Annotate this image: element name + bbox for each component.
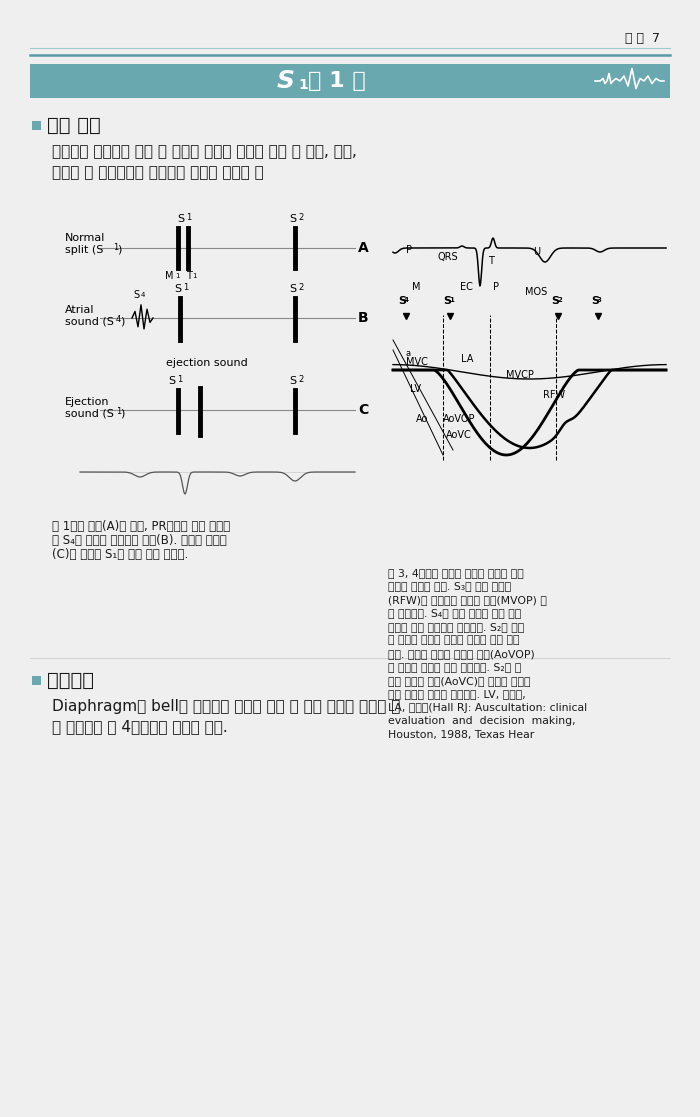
Text: 제 3, 4심음은 심장의 생리적 현상과 다른: 제 3, 4심음은 심장의 생리적 현상과 다른: [388, 569, 524, 577]
Text: T: T: [488, 256, 494, 266]
Text: ): ): [120, 409, 125, 419]
Text: 은 심실의 수축에 의해 발생한다. S₂는 대: 은 심실의 수축에 의해 발생한다. S₂는 대: [388, 662, 522, 672]
Text: 제 1심음 분리(A)의 감별, PR간격이 짧을 경우에: 제 1심음 분리(A)의 감별, PR간격이 짧을 경우에: [52, 521, 230, 533]
Text: AoVOP: AoVOP: [443, 414, 475, 424]
Bar: [32, 676, 41, 685]
Text: S: S: [289, 284, 297, 294]
Text: A: A: [358, 241, 369, 255]
Text: P: P: [406, 245, 412, 255]
Text: 4: 4: [116, 315, 121, 325]
Text: M: M: [412, 281, 420, 292]
Text: MOS: MOS: [525, 287, 547, 297]
Text: 청진부위: 청진부위: [47, 670, 94, 689]
Text: S: S: [174, 284, 181, 294]
Text: split (S: split (S: [65, 245, 104, 255]
Text: 심음과 연관이 있다. S₃는 급속 충만기: 심음과 연관이 있다. S₃는 급속 충만기: [388, 582, 511, 592]
Text: 유두근 및 심실벽에서 일어나는 진동이 복합된 것: 유두근 및 심실벽에서 일어나는 진동이 복합된 것: [52, 165, 264, 181]
Text: 2: 2: [298, 213, 303, 222]
Text: 1: 1: [298, 78, 308, 92]
Text: 3: 3: [597, 297, 602, 303]
Text: 판막 폐쌍에 의하여 발생한다. LV, 좌심실,: 판막 폐쌍에 의하여 발생한다. LV, 좌심실,: [388, 689, 526, 699]
Text: B: B: [358, 311, 369, 325]
Text: 한다. 대동맥 판막의 조용한 개방(AoVOP): 한다. 대동맥 판막의 조용한 개방(AoVOP): [388, 649, 535, 659]
Text: Atrial: Atrial: [65, 305, 94, 315]
Text: S: S: [169, 376, 176, 386]
Text: 판 폐쌍와 우측의 삼첨판 폐쌍에 의해 발생: 판 폐쌍와 우측의 삼첨판 폐쌍에 의해 발생: [388, 636, 519, 646]
Bar: [32, 121, 41, 130]
Bar: [30, 64, 670, 98]
Text: sound (S: sound (S: [65, 409, 114, 419]
Text: 1: 1: [113, 244, 118, 252]
Text: (C)은 분리된 S₁에 비해 늘게 생긴다.: (C)은 분리된 S₁에 비해 늘게 생긴다.: [52, 548, 188, 561]
Text: S: S: [443, 296, 451, 306]
Text: T: T: [186, 271, 192, 281]
Text: 심 음  7: 심 음 7: [625, 31, 660, 45]
Text: 2: 2: [298, 283, 303, 292]
Text: 1: 1: [186, 213, 191, 222]
Text: 1: 1: [177, 375, 182, 384]
Text: S: S: [551, 296, 559, 306]
Text: 1: 1: [116, 408, 121, 417]
Text: S: S: [591, 296, 599, 306]
Text: EC: EC: [460, 281, 473, 292]
Text: 1: 1: [449, 297, 454, 303]
Text: QRS: QRS: [438, 252, 458, 262]
Text: MVC: MVC: [406, 357, 428, 367]
Text: ): ): [120, 317, 125, 327]
Text: 에 일어난다. S₄는 심방 수축에 따른 혁류: 에 일어난다. S₄는 심방 수축에 따른 혁류: [388, 609, 522, 619]
Text: 2: 2: [557, 297, 561, 303]
Text: RFW: RFW: [543, 390, 565, 400]
Text: LA, 좌심방(Hall RJ: Auscultation: clinical: LA, 좌심방(Hall RJ: Auscultation: clinical: [388, 703, 587, 713]
Text: evaluation  and  decision  making,: evaluation and decision making,: [388, 716, 575, 726]
Text: ): ): [117, 245, 121, 255]
Text: Houston, 1988, Texas Hear: Houston, 1988, Texas Hear: [388, 731, 534, 739]
Text: ［ 1 ］: ［ 1 ］: [308, 71, 365, 90]
Text: 1: 1: [192, 273, 197, 279]
Text: sound (S: sound (S: [65, 317, 114, 327]
Text: M: M: [165, 271, 174, 281]
Text: S: S: [177, 214, 185, 225]
Text: S: S: [133, 290, 139, 300]
Text: 승모판과 삼첨판이 닫힐 때 들리는 소리와 판막이 닫힐 때 판첨, 건삭,: 승모판과 삼첨판이 닫힐 때 들리는 소리와 판막이 닫힐 때 판첨, 건삭,: [52, 144, 357, 160]
Text: a: a: [406, 349, 411, 359]
Text: 구성 성분: 구성 성분: [47, 115, 101, 134]
Text: 흐름에 의한 진동으로 발생한다. S₂은 승모: 흐름에 의한 진동으로 발생한다. S₂은 승모: [388, 622, 524, 632]
Text: Ejection: Ejection: [65, 397, 109, 407]
Text: P: P: [493, 281, 499, 292]
Text: C: C: [358, 403, 368, 417]
Text: AoVC: AoVC: [446, 430, 472, 440]
Text: S: S: [398, 296, 406, 306]
Text: ejection sound: ejection sound: [166, 359, 248, 367]
Text: 4: 4: [404, 297, 409, 303]
Text: S: S: [289, 214, 297, 225]
Text: S: S: [277, 69, 295, 93]
Text: Ao: Ao: [416, 414, 428, 424]
Text: 1: 1: [183, 283, 188, 292]
Text: 동맥 판막의 폐쌍(AoVC)과 우측의 폐동맥: 동맥 판막의 폐쌍(AoVC)과 우측의 폐동맥: [388, 676, 531, 686]
Text: 2: 2: [298, 375, 303, 384]
Text: 1: 1: [175, 273, 179, 279]
Text: LA: LA: [461, 354, 473, 364]
Text: MVCP: MVCP: [506, 370, 534, 380]
Text: (RFW)에 발생하며 승모판 개방(MVOP) 뒤: (RFW)에 발생하며 승모판 개방(MVOP) 뒤: [388, 595, 547, 605]
Text: LV: LV: [410, 384, 421, 394]
Text: U: U: [533, 247, 540, 257]
Text: Normal: Normal: [65, 233, 106, 244]
Text: 는 S₄가 분리로 느껏질수 있다(B). 대동맥 구혜음: 는 S₄가 분리로 느껏질수 있다(B). 대동맥 구혜음: [52, 534, 227, 547]
Text: S: S: [289, 376, 297, 386]
Text: Diaphragm과 bell을 이용해서 심첨과 가끌 더 크게 들리는 경우가 있: Diaphragm과 bell을 이용해서 심첨과 가끌 더 크게 들리는 경우…: [52, 698, 400, 714]
Text: 4: 4: [141, 292, 146, 298]
Text: 는 좌흥골연 제 4느간에서 듣도록 한다.: 는 좌흥골연 제 4느간에서 듣도록 한다.: [52, 719, 228, 735]
